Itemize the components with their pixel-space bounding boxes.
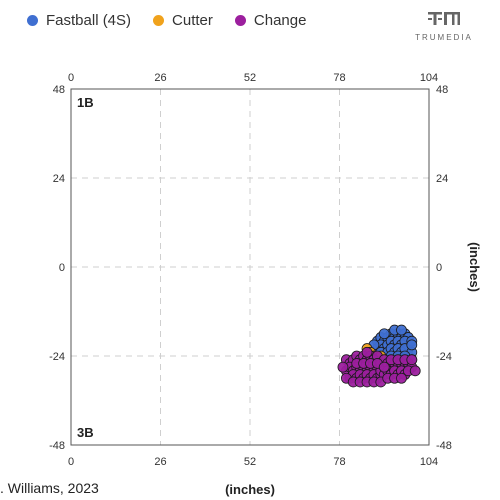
point-series-2-69 [361,346,373,358]
x-tick-bottom-52: 52 [244,456,256,468]
x-tick-bottom-78: 78 [333,456,345,468]
y-tick-right-0: 0 [436,262,442,274]
legend-swatch-fastball [27,15,38,26]
x-tick-top-0: 0 [68,72,74,84]
grid-lines [71,89,429,445]
y-tick-right-48: 48 [436,84,448,96]
legend-label-fastball: Fastball (4S) [46,12,132,29]
legend-swatch-change [234,15,246,26]
corner-label-3b: 3B [77,425,94,440]
y-tick-left-24: 24 [53,173,65,185]
x-tick-top-26: 26 [154,72,166,84]
x-tick-bottom-0: 0 [68,456,74,468]
legend-item-cutter[interactable]: Cutter [153,12,213,29]
y-tick-right-24: 24 [436,173,448,185]
point-series-2-49 [409,365,421,377]
tick-labels: 0 0 26 26 52 52 78 78 104 104 -48 -48 -24 -24 0 0 24 24 48… [49,72,452,468]
corner-label-1b: 1B [77,95,94,110]
point-series-0-45 [406,339,418,351]
legend-item-fastball[interactable]: Fastball (4S) [27,12,131,29]
x-tick-bottom-104: 104 [420,456,438,468]
y-tick-left-0: 0 [59,262,65,274]
point-series-0-41 [378,328,390,340]
legend-label-change: Change [253,12,307,29]
x-tick-top-52: 52 [244,72,256,84]
y-axis-label: (inches) [467,242,482,292]
y-tick-right--24: -24 [436,351,452,363]
point-series-0-43 [396,324,407,336]
point-series-2-59 [396,372,407,384]
x-tick-top-104: 104 [420,72,438,84]
brand-name: TRUMEDIA [415,33,473,42]
trumedia-logo-icon [428,12,460,25]
brand-logo: TRUMEDIA [414,10,474,42]
y-tick-right--48: -48 [436,440,452,452]
x-tick-top-78: 78 [333,72,345,84]
point-series-2-64 [378,361,390,373]
point-series-2-68 [406,354,418,366]
data-points [337,324,421,388]
legend-swatch-cutter [153,15,165,26]
x-tick-bottom-26: 26 [154,456,166,468]
player-season-note: . Williams, 2023 [0,480,99,496]
y-tick-left--24: -24 [49,351,65,363]
point-series-2-50 [337,361,349,373]
legend-item-change[interactable]: Change [234,12,307,29]
plot-frame [70,88,430,446]
x-axis-label: (inches) [225,482,275,497]
y-tick-left-48: 48 [53,84,65,96]
legend: Fastball (4S) Cutter Change [0,12,328,29]
y-tick-left--48: -48 [49,440,65,452]
legend-label-cutter: Cutter [172,12,213,29]
